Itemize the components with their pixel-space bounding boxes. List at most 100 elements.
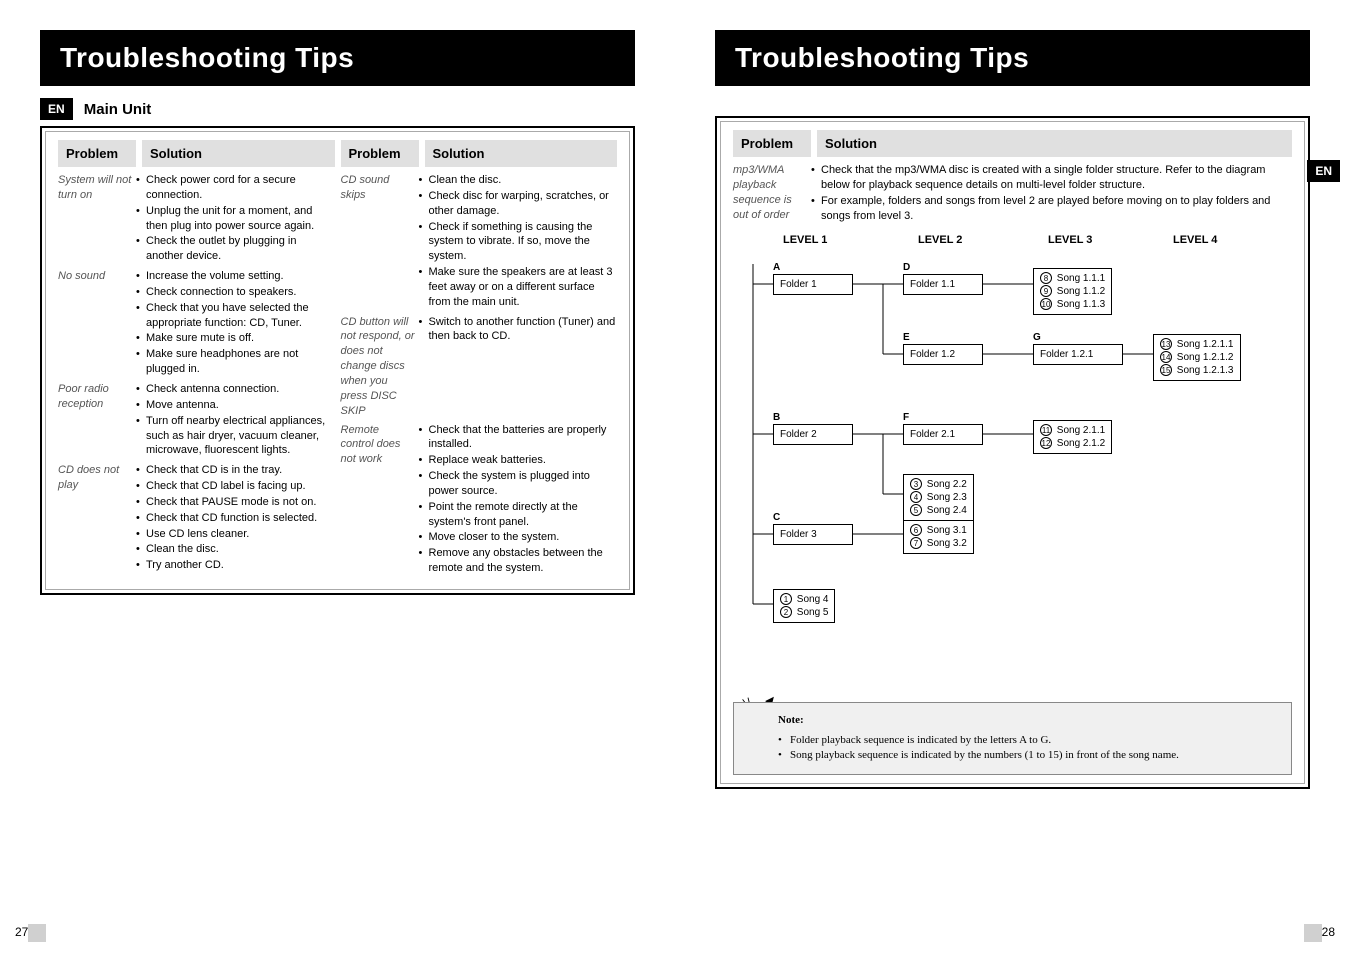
folder-1-1: Folder 1.1	[903, 274, 983, 295]
song-number-icon: 10	[1040, 298, 1052, 310]
song-line: 5 Song 2.4	[910, 504, 967, 517]
song-label: Song 5	[794, 607, 828, 618]
problem-cell: Remote control does not work	[341, 423, 419, 577]
trouble-row: No soundIncrease the volume setting.Chec…	[58, 269, 335, 378]
solution-item: Make sure the speakers are at least 3 fe…	[419, 265, 618, 310]
solution-cell: Check power cord for a secure connection…	[136, 173, 335, 265]
song-number-icon: 12	[1040, 437, 1052, 449]
solution-item: Replace weak batteries.	[419, 453, 618, 468]
problem-cell: CD button will not respond, or does not …	[341, 315, 419, 419]
letter-b: B	[773, 412, 780, 423]
song-label: Song 2.3	[924, 492, 967, 503]
solution-item: Clean the disc.	[136, 542, 335, 557]
head-solution-r: Solution	[817, 130, 1292, 157]
song-line: 7 Song 3.2	[910, 537, 967, 550]
song-line: 13 Song 1.2.1.1	[1160, 338, 1234, 351]
solution-item: Check that you have selected the appropr…	[136, 301, 335, 331]
level-4: LEVEL 4	[1173, 234, 1217, 246]
letter-f: F	[903, 412, 909, 423]
note-line: Song playback sequence is indicated by t…	[778, 748, 1277, 763]
note-line: Folder playback sequence is indicated by…	[778, 733, 1277, 748]
solution-cell: Switch to another function (Tuner) and t…	[419, 315, 618, 419]
solution-item: Clean the disc.	[419, 173, 618, 188]
level-3: LEVEL 3	[1048, 234, 1092, 246]
song-label: Song 3.1	[924, 525, 967, 536]
solution-item: Check that the batteries are properly in…	[419, 423, 618, 453]
songs-root: 1 Song 42 Song 5	[773, 589, 835, 623]
solution-cell: Increase the volume setting.Check connec…	[136, 269, 335, 378]
song-line: 8 Song 1.1.1	[1040, 272, 1105, 285]
song-number-icon: 9	[1040, 285, 1052, 297]
song-number-icon: 11	[1040, 424, 1052, 436]
folder-2: Folder 2	[773, 424, 853, 445]
song-label: Song 3.2	[924, 538, 967, 549]
section-head: EN Main Unit	[40, 98, 635, 120]
en-badge-left: EN	[40, 98, 73, 120]
song-number-icon: 7	[910, 537, 922, 549]
mp3-row: mp3/WMA playback sequence is out of orde…	[733, 163, 1292, 224]
song-label: Song 2.1.1	[1054, 425, 1105, 436]
title-left: Troubleshooting Tips	[40, 30, 635, 86]
trouble-row: CD button will not respond, or does not …	[341, 315, 618, 419]
col-2: Problem Solution CD sound skipsClean the…	[341, 140, 618, 581]
trouble-row: CD does not playCheck that CD is in the …	[58, 463, 335, 574]
letter-c: C	[773, 512, 780, 523]
folder-2-1: Folder 2.1	[903, 424, 983, 445]
songs-2-1-x: 11 Song 2.1.112 Song 2.1.2	[1033, 420, 1112, 454]
main-unit-label: Main Unit	[84, 101, 152, 118]
trouble-row: Remote control does not workCheck that t…	[341, 423, 618, 577]
en-badge-right: EN	[1307, 160, 1340, 182]
song-label: Song 2.1.2	[1054, 438, 1105, 449]
inner-frame-right: Problem Solution mp3/WMA playback sequen…	[720, 121, 1305, 784]
solution-item: Make sure headphones are not plugged in.	[136, 347, 335, 377]
outer-frame-right: Problem Solution mp3/WMA playback sequen…	[715, 116, 1310, 789]
song-number-icon: 1	[780, 593, 792, 605]
solution-item: Switch to another function (Tuner) and t…	[419, 315, 618, 345]
solution-cell: Check that CD is in the tray.Check that …	[136, 463, 335, 574]
song-line: 6 Song 3.1	[910, 524, 967, 537]
song-label: Song 1.1.1	[1054, 273, 1105, 284]
solution-item: Check if something is causing the system…	[419, 220, 618, 265]
song-line: 14 Song 1.2.1.2	[1160, 351, 1234, 364]
page-number-right: 28	[1322, 925, 1335, 939]
song-label: Song 1.1.3	[1054, 299, 1105, 310]
page-left: Troubleshooting Tips EN Main Unit Proble…	[0, 0, 675, 954]
problem-cell: CD does not play	[58, 463, 136, 574]
trouble-row: Poor radio receptionCheck antenna connec…	[58, 382, 335, 459]
letter-g: G	[1033, 332, 1041, 343]
song-line: 11 Song 2.1.1	[1040, 424, 1105, 437]
folder-diagram: LEVEL 1 LEVEL 2 LEVEL 3 LEVEL 4 A Folder…	[733, 234, 1292, 694]
song-number-icon: 13	[1160, 338, 1172, 350]
solution-item: Turn off nearby electrical appliances, s…	[136, 414, 335, 459]
song-line: 1 Song 4	[780, 593, 828, 606]
mp3-solution: Check that the mp3/WMA disc is created w…	[811, 163, 1292, 224]
solution-cell: Check that the batteries are properly in…	[419, 423, 618, 577]
solution-item: Check that the mp3/WMA disc is created w…	[811, 163, 1292, 193]
song-line: 15 Song 1.2.1.3	[1160, 364, 1234, 377]
solution-item: Check connection to speakers.	[136, 285, 335, 300]
solution-item: Point the remote directly at the system'…	[419, 500, 618, 530]
song-line: 3 Song 2.2	[910, 478, 967, 491]
folder-1-2: Folder 1.2	[903, 344, 983, 365]
title-right: Troubleshooting Tips	[715, 30, 1310, 86]
solution-cell: Clean the disc.Check disc for warping, s…	[419, 173, 618, 311]
song-label: Song 1.2.1.1	[1174, 339, 1234, 350]
outer-frame-left: Problem Solution System will not turn on…	[40, 126, 635, 595]
solution-item: Check the outlet by plugging in another …	[136, 234, 335, 264]
col-1: Problem Solution System will not turn on…	[58, 140, 335, 581]
head-problem-r: Problem	[733, 130, 811, 157]
song-label: Song 1.2.1.2	[1174, 352, 1234, 363]
song-number-icon: 8	[1040, 272, 1052, 284]
solution-item: Increase the volume setting.	[136, 269, 335, 284]
letter-d: D	[903, 262, 910, 273]
songs-2-x: 3 Song 2.24 Song 2.35 Song 2.4	[903, 474, 974, 521]
song-label: Song 1.2.1.3	[1174, 365, 1234, 376]
level-1: LEVEL 1	[783, 234, 827, 246]
page-number-left: 27	[15, 925, 28, 939]
solution-item: Make sure mute is off.	[136, 331, 335, 346]
problem-cell: No sound	[58, 269, 136, 378]
solution-item: Unplug the unit for a moment, and then p…	[136, 204, 335, 234]
solution-item: Move antenna.	[136, 398, 335, 413]
songs-1-2-1-x: 13 Song 1.2.1.114 Song 1.2.1.215 Song 1.…	[1153, 334, 1241, 381]
song-label: Song 2.4	[924, 505, 967, 516]
